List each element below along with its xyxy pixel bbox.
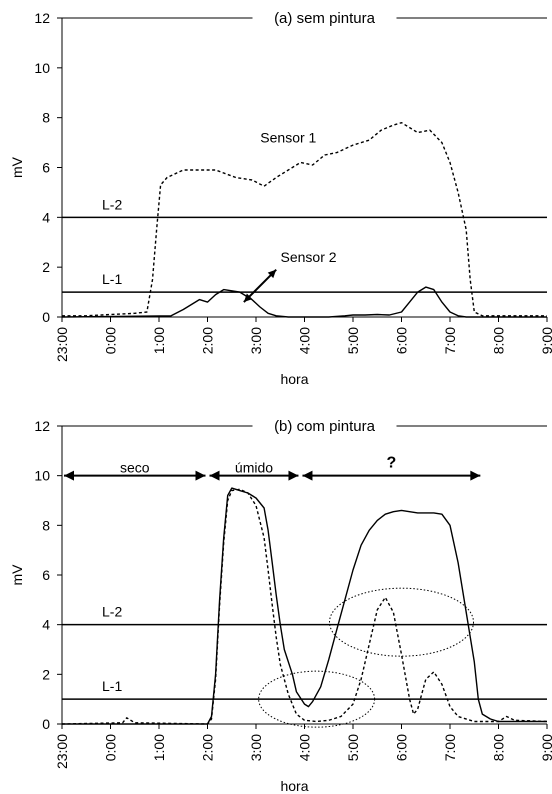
phase-label-unknown: ? — [387, 455, 397, 472]
y-tick-label: 10 — [34, 60, 50, 76]
arrow-head — [302, 470, 313, 481]
x-tick-label: 6:00 — [394, 734, 410, 761]
x-tick-label: 0:00 — [103, 327, 119, 354]
threshold-label: L-2 — [102, 604, 122, 620]
y-axis-title: mV — [9, 564, 25, 586]
y-tick-label: 0 — [42, 716, 50, 732]
chart-title-bg — [252, 6, 397, 30]
x-tick-label: 0:00 — [103, 734, 119, 761]
x-tick-label: 23:00 — [54, 327, 70, 362]
threshold-label: L-1 — [102, 271, 122, 287]
chart-b: 0 2 4 6 8 10 12 23:00 0:00 1:00 2:00 3:00 4:00 5:00 6:… — [9, 414, 552, 794]
phase-label-seco: seco — [120, 460, 150, 476]
highlight-ellipse — [258, 670, 376, 728]
x-tick-label: 4:00 — [297, 734, 313, 761]
x-tick-label: 1:00 — [151, 327, 167, 354]
x-tick-label: 6:00 — [394, 327, 410, 354]
x-tick-label: 8:00 — [491, 327, 507, 354]
y-tick-label: 2 — [42, 666, 50, 682]
arrow-head — [195, 470, 206, 481]
x-tick-label: 23:00 — [54, 734, 70, 769]
y-tick-label: 0 — [42, 309, 50, 325]
x-tick-label: 5:00 — [345, 327, 361, 354]
chart-title: (b) com pintura — [274, 418, 376, 435]
threshold-label: L-1 — [102, 678, 122, 694]
x-tick-label: 7:00 — [442, 327, 458, 354]
x-tick-label: 3:00 — [248, 327, 264, 354]
x-tick-label: 2:00 — [200, 327, 216, 354]
arrow-head — [64, 470, 74, 481]
x-tick-label: 7:00 — [442, 734, 458, 761]
phase-label-umido: úmido — [235, 460, 273, 476]
arrow-head — [267, 269, 277, 279]
series-line — [61, 488, 548, 725]
y-tick-label: 8 — [42, 110, 50, 126]
phase-label-bg — [230, 463, 277, 474]
x-axis-title: hora — [280, 778, 308, 794]
y-tick-label: 6 — [42, 567, 50, 583]
threshold-label: L-2 — [102, 196, 122, 212]
y-tick-label: 6 — [42, 160, 50, 176]
arrow-head — [288, 470, 299, 481]
x-tick-label: 2:00 — [200, 734, 216, 761]
y-tick-label: 4 — [42, 209, 50, 225]
x-tick-label: 5:00 — [345, 734, 361, 761]
series-line — [62, 487, 547, 725]
y-tick-label: 12 — [34, 10, 50, 26]
series-line — [61, 286, 547, 318]
arrow-head — [470, 470, 481, 481]
arrow-head — [209, 470, 220, 481]
x-axis-title: hora — [280, 371, 308, 387]
x-tick-label: 9:00 — [539, 327, 552, 354]
y-tick-label: 4 — [42, 617, 50, 633]
series-line — [62, 121, 547, 317]
x-tick-label: 4:00 — [297, 327, 313, 354]
chart-title: (a) sem pintura — [274, 10, 376, 27]
highlight-ellipse — [329, 587, 474, 657]
y-axis-title: mV — [9, 156, 25, 178]
y-tick-label: 10 — [34, 468, 50, 484]
chart-a: 0 2 4 6 8 10 12 23:00 0:00 1:00 2:00 3:00 4:00 5:00 6:… — [9, 6, 552, 387]
x-tick-label: 8:00 — [491, 734, 507, 761]
arrow-head — [243, 293, 253, 303]
x-tick-label: 3:00 — [248, 734, 264, 761]
series-label-sensor-2: Sensor 2 — [281, 249, 337, 265]
chart-title-bg — [252, 414, 397, 438]
x-tick-label: 1:00 — [151, 734, 167, 761]
y-tick-label: 2 — [42, 259, 50, 275]
phase-label-bg — [115, 463, 154, 474]
x-tick-label: 9:00 — [539, 734, 552, 761]
y-tick-label: 8 — [42, 517, 50, 533]
series-label-sensor-1: Sensor 1 — [260, 130, 316, 146]
y-tick-label: 12 — [34, 418, 50, 434]
